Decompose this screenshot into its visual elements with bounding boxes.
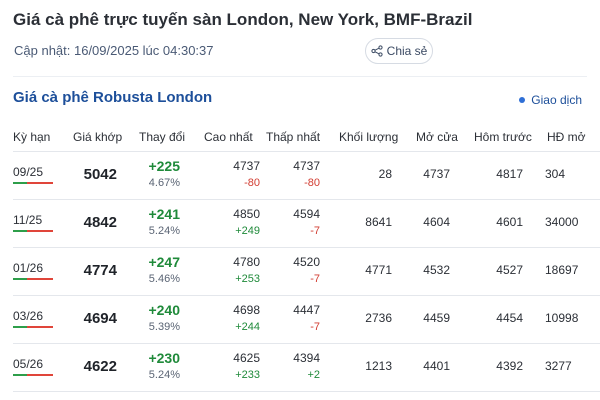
update-timestamp: Cập nhật: 16/09/2025 lúc 04:30:37 xyxy=(14,43,214,58)
open-price: 4459 xyxy=(423,311,450,325)
volume: 8641 xyxy=(365,215,392,229)
col-volume[interactable]: Khối lượng xyxy=(339,130,399,144)
open-interest: 10998 xyxy=(545,311,579,325)
match-price: 5042 xyxy=(83,166,117,183)
high-price: 4780 xyxy=(233,255,260,269)
col-open-interest[interactable]: HĐ mở xyxy=(547,130,586,144)
low-change: +2 xyxy=(307,369,320,381)
low-price: 4447 xyxy=(293,303,320,317)
change-value: +240 xyxy=(148,302,180,318)
table-row[interactable]: 03/26 4694 +240 5.39% 4698 +244 4447 -7 … xyxy=(13,296,600,344)
prev-price: 4454 xyxy=(496,311,523,325)
term: 11/25 xyxy=(13,213,43,227)
volume: 2736 xyxy=(365,311,392,325)
col-low[interactable]: Thấp nhất xyxy=(266,130,321,144)
low-change: -7 xyxy=(310,321,320,333)
trading-status: Giao dịch xyxy=(519,93,582,107)
open-interest: 18697 xyxy=(545,263,579,277)
table-row[interactable]: 11/25 4842 +241 5.24% 4850 +249 4594 -7 … xyxy=(13,200,600,248)
high-change: +233 xyxy=(235,369,260,381)
high-change: +253 xyxy=(235,273,260,285)
range-bar xyxy=(13,230,53,232)
high-price: 4625 xyxy=(233,351,260,365)
high-change: +244 xyxy=(235,321,260,333)
range-bar xyxy=(13,278,53,280)
open-price: 4401 xyxy=(423,359,450,373)
low-price: 4520 xyxy=(293,255,320,269)
prev-price: 4601 xyxy=(496,215,523,229)
volume: 1213 xyxy=(365,359,392,373)
col-open[interactable]: Mở cửa xyxy=(416,130,458,144)
change-percent: 4.67% xyxy=(148,177,180,189)
high-price: 4850 xyxy=(233,207,260,221)
section-title: Giá cà phê Robusta London xyxy=(13,89,213,106)
match-price: 4774 xyxy=(83,262,117,279)
change-percent: 5.46% xyxy=(148,273,180,285)
term: 01/26 xyxy=(13,261,44,275)
table-header: Kỳ hạn Giá khớp Thay đổi Cao nhất Thấp n… xyxy=(13,122,600,152)
low-change: -7 xyxy=(310,273,320,285)
low-price: 4594 xyxy=(293,207,320,221)
col-high[interactable]: Cao nhất xyxy=(204,130,253,144)
open-price: 4604 xyxy=(423,215,450,229)
col-prev[interactable]: Hôm trước xyxy=(474,130,532,144)
col-price[interactable]: Giá khớp xyxy=(73,130,123,144)
open-interest: 34000 xyxy=(545,215,579,229)
low-price: 4394 xyxy=(293,351,320,365)
change-percent: 5.24% xyxy=(148,225,180,237)
share-icon xyxy=(371,45,383,57)
change-value: +241 xyxy=(148,206,180,222)
prev-price: 4527 xyxy=(496,263,523,277)
col-change[interactable]: Thay đổi xyxy=(139,130,186,144)
change-value: +247 xyxy=(148,254,180,270)
change-value: +225 xyxy=(148,158,180,174)
header-divider xyxy=(13,76,587,77)
high-change: -80 xyxy=(244,177,260,189)
share-label: Chia sẻ xyxy=(386,44,428,58)
status-dot-icon xyxy=(519,97,526,103)
col-term[interactable]: Kỳ hạn xyxy=(13,130,51,144)
change-percent: 5.39% xyxy=(148,321,180,333)
table-row[interactable]: 09/25 5042 +225 4.67% 4737 -80 4737 -80 … xyxy=(13,152,600,200)
range-bar xyxy=(13,326,53,328)
change-percent: 5.24% xyxy=(148,369,180,381)
change-value: +230 xyxy=(148,350,180,366)
trading-status-label: Giao dịch xyxy=(531,93,582,107)
open-interest: 304 xyxy=(545,167,566,181)
low-price: 4737 xyxy=(293,159,320,173)
match-price: 4694 xyxy=(83,310,117,327)
price-table: Kỳ hạn Giá khớp Thay đổi Cao nhất Thấp n… xyxy=(13,122,600,400)
page-title: Giá cà phê trực tuyến sàn London, New Yo… xyxy=(13,10,473,29)
term: 03/26 xyxy=(13,309,44,323)
open-price: 4737 xyxy=(423,167,450,181)
volume: 28 xyxy=(378,167,392,181)
table-row[interactable]: 05/26 4622 +230 5.24% 4625 +233 4394 +2 … xyxy=(13,344,600,392)
table-row[interactable]: 01/26 4774 +247 5.46% 4780 +253 4520 -7 … xyxy=(13,248,600,296)
term: 05/26 xyxy=(13,357,44,371)
range-bar xyxy=(13,182,53,184)
low-change: -7 xyxy=(310,225,320,237)
match-price: 4842 xyxy=(83,214,117,231)
high-price: 4737 xyxy=(233,159,260,173)
open-interest: 3277 xyxy=(545,359,572,373)
match-price: 4622 xyxy=(83,358,117,375)
share-button[interactable]: Chia sẻ xyxy=(365,38,433,64)
volume: 4771 xyxy=(365,263,392,277)
prev-price: 4817 xyxy=(496,167,523,181)
term: 09/25 xyxy=(13,165,44,179)
range-bar xyxy=(13,374,53,376)
open-price: 4532 xyxy=(423,263,450,277)
high-price: 4698 xyxy=(233,303,260,317)
prev-price: 4392 xyxy=(496,359,523,373)
high-change: +249 xyxy=(235,225,260,237)
low-change: -80 xyxy=(304,177,320,189)
